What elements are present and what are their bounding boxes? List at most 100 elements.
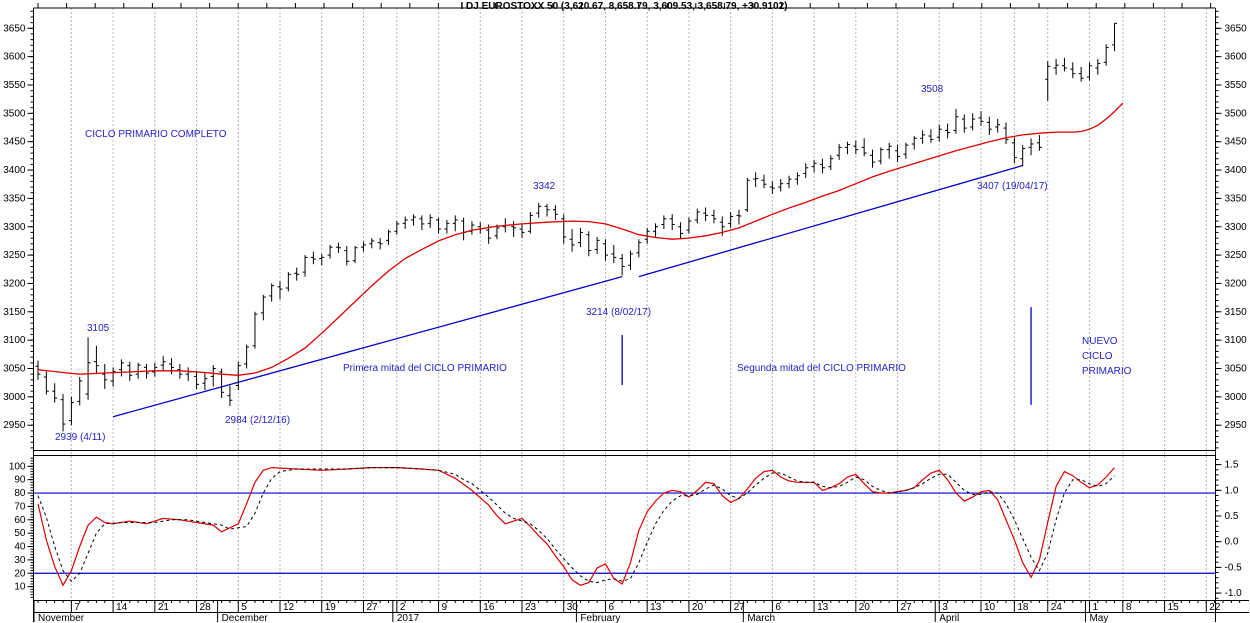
price-tick-label: 3650 <box>1225 23 1248 34</box>
gridlines <box>70 8 1207 601</box>
month-label: March <box>747 613 775 623</box>
price-tick-label: 3550 <box>3 80 26 91</box>
price-tick-label: 3200 <box>3 278 26 289</box>
oscillator-tick-label: 1.0 <box>1225 485 1239 496</box>
chart-annotation: CICLO <box>1082 351 1113 362</box>
price-tick-label: 2950 <box>1225 420 1248 431</box>
date-tick-label: 20 <box>859 602 871 613</box>
date-tick-label: 10 <box>984 602 996 613</box>
date-tick-label: 22 <box>1209 602 1221 613</box>
date-tick-label: 27 <box>734 602 746 613</box>
date-tick-label: 16 <box>483 602 495 613</box>
chart-annotation: Primera mitad del CICLO PRIMARIO <box>343 363 507 374</box>
oscillator-tick-label: -0.5 <box>1225 562 1243 573</box>
month-label: December <box>222 613 269 623</box>
price-tick-label: 3400 <box>3 165 26 176</box>
trendlines <box>112 164 1032 418</box>
chart-annotation: PRIMARIO <box>1082 366 1132 377</box>
price-tick-label: 3000 <box>1225 392 1248 403</box>
month-label: November <box>38 613 85 623</box>
price-tick-label: 3400 <box>1225 165 1248 176</box>
date-tick-label: 12 <box>283 602 295 613</box>
price-tick-label: 3100 <box>3 335 26 346</box>
oscillator-tick-label: -1.0 <box>1225 588 1243 599</box>
month-label: April <box>939 613 959 623</box>
date-tick-label: 3 <box>942 602 948 613</box>
month-label: May <box>1089 613 1108 623</box>
price-tick-label: 3350 <box>3 193 26 204</box>
price-tick-label: 3650 <box>3 23 26 34</box>
price-tick-label: 3050 <box>3 364 26 375</box>
oscillator-levels <box>33 492 1216 574</box>
date-tick-label: 13 <box>817 602 829 613</box>
price-tick-label: 3200 <box>1225 278 1248 289</box>
oscillator-lines <box>37 466 1115 587</box>
date-tick-label: 21 <box>158 602 170 613</box>
oscillator-tick-label: 1.5 <box>1225 460 1239 471</box>
date-tick-label: 1 <box>1092 602 1098 613</box>
oscillator-tick-label: 40 <box>14 542 26 553</box>
price-tick-label: 3250 <box>3 250 26 261</box>
price-tick-label: 3250 <box>1225 250 1248 261</box>
oscillator-tick-label: 10 <box>14 582 26 593</box>
chart-annotation: 3407 (19/04/17) <box>977 181 1048 192</box>
date-tick-label: 20 <box>692 602 704 613</box>
price-tick-label: 3450 <box>3 137 26 148</box>
ohlc-bars <box>35 22 1118 432</box>
panel-frames <box>33 3 1249 622</box>
chart-annotation: Segunda mitad del CICLO PRIMARIO <box>737 363 906 374</box>
moving-average <box>37 102 1124 376</box>
date-tick-label: 5 <box>241 602 247 613</box>
chart-annotation: 3105 <box>87 323 110 334</box>
oscillator-tick-label: 0.0 <box>1225 537 1239 548</box>
date-tick-label: 2 <box>400 602 406 613</box>
oscillator-tick-label: 80 <box>14 488 26 499</box>
chart-annotation: 3342 <box>533 181 556 192</box>
price-tick-label: 3100 <box>1225 335 1248 346</box>
price-tick-label: 3550 <box>1225 80 1248 91</box>
date-tick-label: 28 <box>200 602 212 613</box>
date-tick-label: 24 <box>1051 602 1063 613</box>
price-tick-label: 3500 <box>1225 108 1248 119</box>
date-tick-label: 14 <box>116 602 128 613</box>
oscillator-tick-label: 30 <box>14 555 26 566</box>
oscillator-tick-label: 20 <box>14 568 26 579</box>
price-tick-label: 2950 <box>3 420 26 431</box>
date-tick-label: 27 <box>901 602 913 613</box>
chart-annotations: CICLO PRIMARIO COMPLETO 3105 2939 (4/11) 29… <box>55 84 1132 443</box>
price-tick-label: 3350 <box>1225 193 1248 204</box>
date-tick-label: 13 <box>650 602 662 613</box>
date-tick-label: 19 <box>325 602 337 613</box>
oscillator-tick-label: 100 <box>9 461 26 472</box>
price-tick-label: 3300 <box>1225 222 1248 233</box>
date-tick-label: 6 <box>608 602 614 613</box>
chart-annotation: 3214 (8/02/17) <box>586 307 651 318</box>
price-tick-label: 3600 <box>3 52 26 63</box>
date-tick-label: 9 <box>442 602 448 613</box>
date-tick-label: 7 <box>74 602 80 613</box>
date-tick-label: 6 <box>775 602 781 613</box>
price-tick-label: 3450 <box>1225 137 1248 148</box>
price-tick-label: 3600 <box>1225 52 1248 63</box>
price-tick-label: 3050 <box>1225 364 1248 375</box>
month-label: February <box>580 613 620 623</box>
price-tick-label: 3000 <box>3 392 26 403</box>
date-tick-label: 23 <box>525 602 537 613</box>
date-tick-label: 8 <box>1126 602 1132 613</box>
price-tick-label: 3300 <box>3 222 26 233</box>
price-tick-label: 3150 <box>3 307 26 318</box>
oscillator-axis: 10 20 30 40 50 60 70 80 90 100 1.5 1.0 0.5 0.0 -0.5 -1.… <box>9 457 1243 599</box>
chart-annotation: 2939 (4/11) <box>55 432 105 443</box>
chart-title: I DJ EUROSTOXX 50 (3,620.67, 3,658.79, 3… <box>460 1 788 12</box>
oscillator-tick-label: 90 <box>14 475 26 486</box>
chart-annotation: 2984 (2/12/16) <box>225 415 290 426</box>
oscillator-tick-label: 60 <box>14 515 26 526</box>
date-tick-label: 27 <box>366 602 378 613</box>
oscillator-tick-label: 50 <box>14 528 26 539</box>
date-tick-label: 30 <box>567 602 579 613</box>
price-axis: 2950 2950 3000 3000 3050 3050 3100 3100 3150 3150… <box>3 10 1248 449</box>
oscillator-main-line <box>37 466 1115 587</box>
chart-annotation: CICLO PRIMARIO COMPLETO <box>85 129 227 140</box>
